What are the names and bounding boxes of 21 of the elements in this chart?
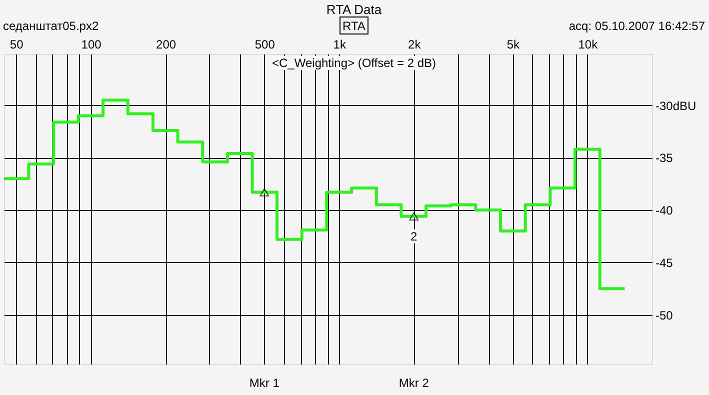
y-tick-label: -50 xyxy=(656,308,674,322)
x-tick-label: 5k xyxy=(506,38,521,52)
x-tick-label: 2k xyxy=(408,38,422,52)
x-tick-label: 10k xyxy=(578,38,599,52)
x-tick-label: 50 xyxy=(10,38,24,52)
annotation: 2 xyxy=(410,229,418,244)
annotation: <C_Weighting> (Offset = 2 dB) xyxy=(272,56,436,70)
text: Mkr 1 xyxy=(249,376,280,390)
text: Mkr 2 xyxy=(398,376,430,390)
text: седанштат05.px2 xyxy=(3,19,99,33)
y-tick-label: -30dBU xyxy=(656,98,696,113)
text: acq: 05.10.2007 16:42:57 xyxy=(568,19,706,33)
x-tick-label: 100 xyxy=(81,38,102,52)
y-tick-label: -40 xyxy=(656,204,674,218)
chart-title: RTA Data xyxy=(326,2,382,17)
text: RTA xyxy=(342,19,366,33)
x-tick-label: 200 xyxy=(156,38,176,52)
y-tick-label: -45 xyxy=(656,256,674,270)
y-tick-label: -35 xyxy=(656,151,674,166)
x-tick-label: 1k xyxy=(333,38,347,52)
x-tick-label: 500 xyxy=(254,38,276,52)
